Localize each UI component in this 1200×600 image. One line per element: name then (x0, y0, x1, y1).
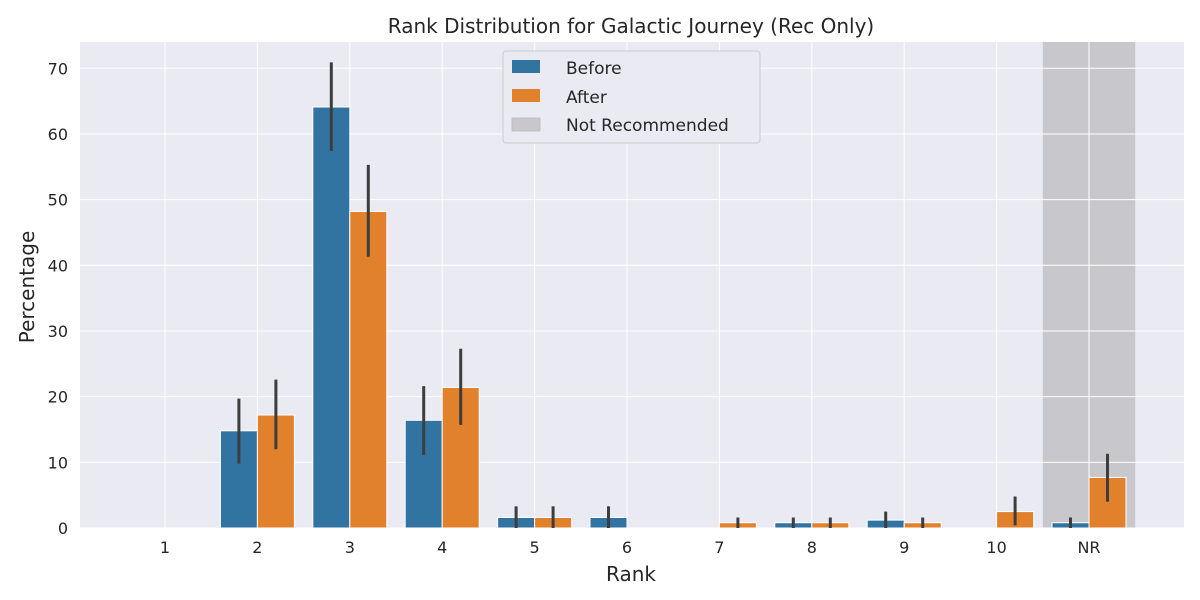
error-bars (237, 62, 1109, 528)
bar-after-3 (349, 210, 388, 529)
y-tick-labels: 0 10 20 30 40 50 60 70 (48, 59, 68, 538)
legend-swatch-before (512, 60, 540, 73)
legend-frame (502, 50, 761, 144)
legend-swatch-after (512, 89, 540, 102)
y-tick-label: 50 (48, 191, 68, 210)
y-tick-label: 10 (48, 453, 68, 472)
x-tick-label: 3 (345, 538, 355, 557)
x-tick-labels: 1 2 3 4 5 6 7 8 9 10 NR (160, 538, 1101, 557)
legend-label-not-recommended: Not Recommended (566, 116, 729, 136)
x-tick-label: 6 (622, 538, 632, 557)
y-tick-label: 40 (48, 256, 68, 275)
legend: Before After Not Recommended (502, 50, 761, 144)
x-tick-label: 8 (807, 538, 817, 557)
legend-label-before: Before (566, 59, 622, 79)
chart-title: Rank Distribution for Galactic Journey (… (388, 14, 874, 38)
legend-swatch-not-recommended (511, 117, 541, 132)
y-axis-label: Percentage (15, 231, 39, 344)
x-tick-label: 4 (437, 538, 447, 557)
x-tick-label: 2 (252, 538, 262, 557)
x-axis-label: Rank (606, 562, 656, 586)
y-tick-label: 20 (48, 388, 68, 407)
y-tick-label: 60 (48, 125, 68, 144)
x-tick-label: NR (1077, 538, 1100, 557)
y-tick-label: 70 (48, 59, 68, 78)
x-tick-label: 1 (160, 538, 170, 557)
x-tick-label: 9 (899, 538, 909, 557)
y-tick-label: 30 (48, 322, 68, 341)
x-tick-label: 7 (714, 538, 724, 557)
y-tick-label: 0 (58, 519, 68, 538)
bar-before-3 (312, 106, 351, 529)
x-tick-label: 10 (986, 538, 1006, 557)
legend-label-after: After (566, 88, 607, 108)
x-tick-label: 5 (530, 538, 540, 557)
